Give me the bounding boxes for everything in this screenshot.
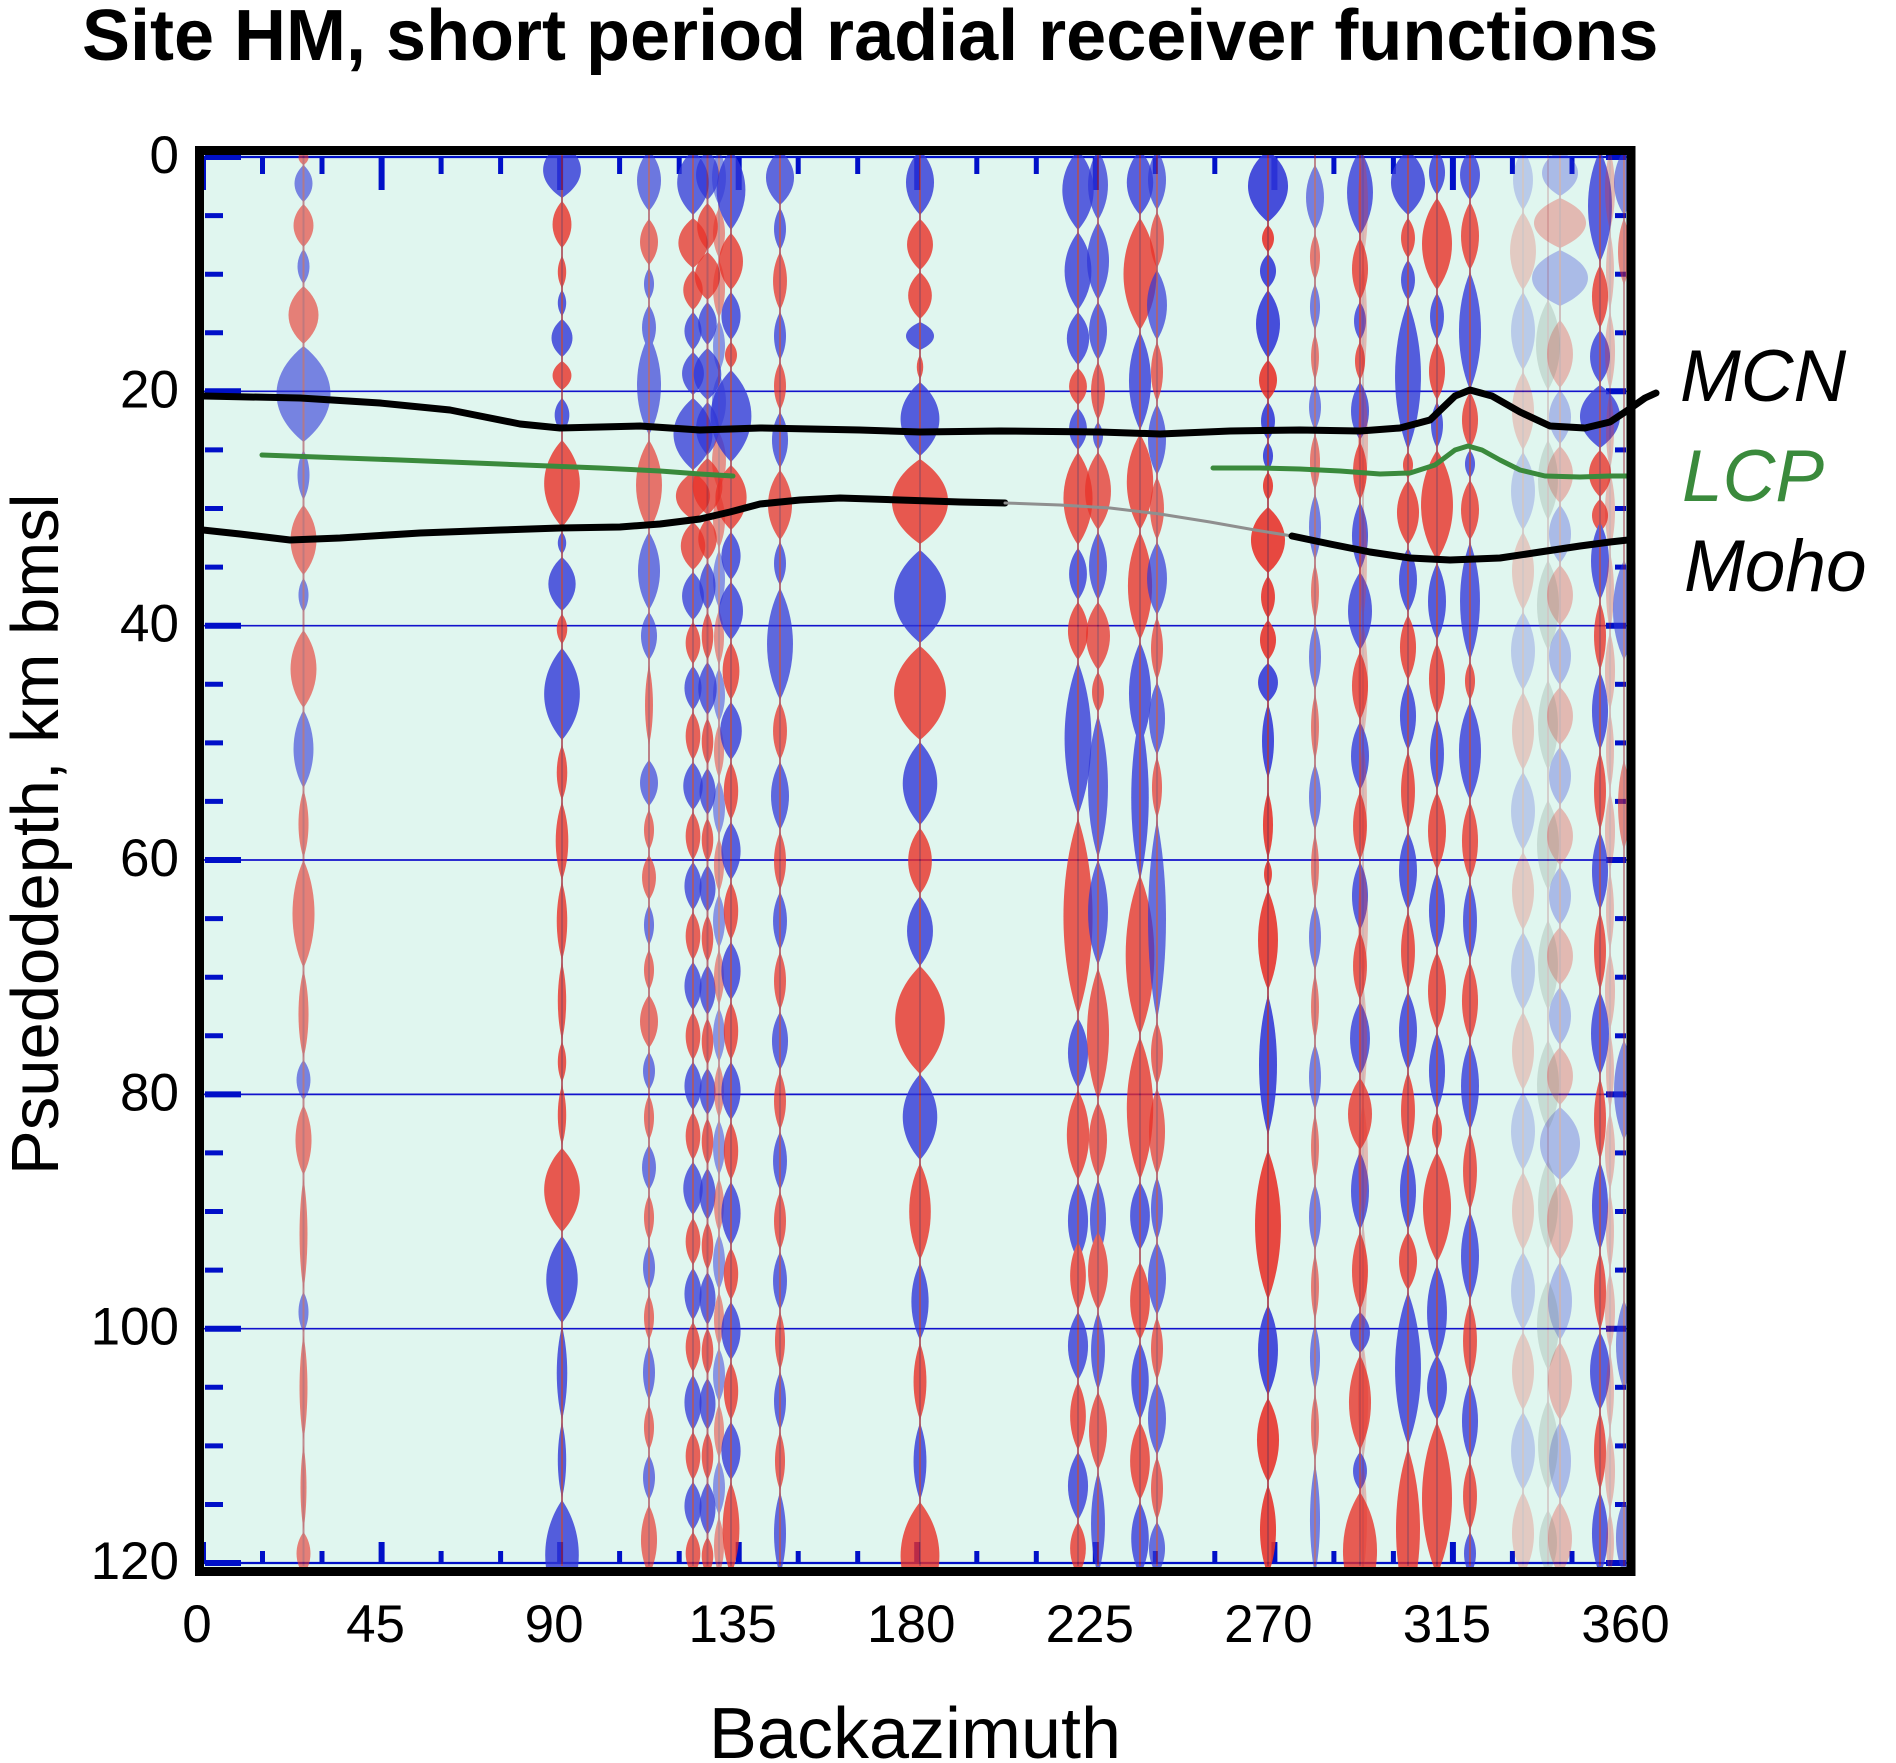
svg-text:Psuedodepth, km bmsl: Psuedodepth, km bmsl <box>0 493 73 1175</box>
svg-text:135: 135 <box>688 1595 776 1654</box>
svg-text:40: 40 <box>120 595 179 654</box>
svg-text:100: 100 <box>91 1298 179 1357</box>
svg-text:LCP: LCP <box>1682 436 1824 517</box>
svg-text:180: 180 <box>867 1595 955 1654</box>
svg-text:120: 120 <box>91 1532 179 1591</box>
svg-text:Backazimuth: Backazimuth <box>709 1694 1121 1763</box>
svg-text:45: 45 <box>346 1595 405 1654</box>
svg-text:225: 225 <box>1046 1595 1134 1654</box>
svg-text:80: 80 <box>120 1063 179 1122</box>
svg-text:270: 270 <box>1224 1595 1312 1654</box>
svg-text:315: 315 <box>1403 1595 1491 1654</box>
svg-text:0: 0 <box>182 1595 211 1654</box>
svg-text:Site HM, short period radial r: Site HM, short period radial receiver fu… <box>82 0 1658 76</box>
svg-text:20: 20 <box>120 360 179 419</box>
svg-text:60: 60 <box>120 829 179 888</box>
svg-text:90: 90 <box>525 1595 584 1654</box>
svg-text:0: 0 <box>150 126 179 185</box>
svg-text:360: 360 <box>1581 1595 1669 1654</box>
svg-text:MCN: MCN <box>1680 336 1847 417</box>
svg-text:Moho: Moho <box>1684 526 1867 607</box>
